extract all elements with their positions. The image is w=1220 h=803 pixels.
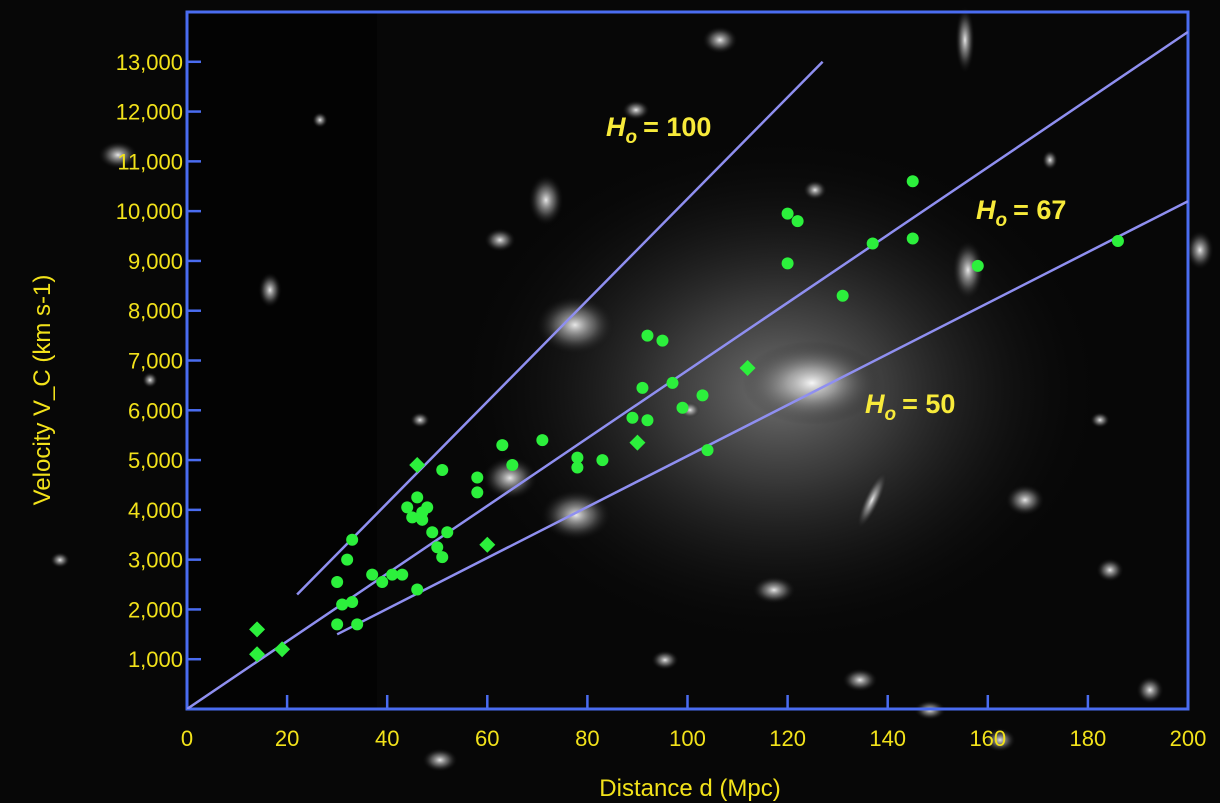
data-point <box>346 533 359 546</box>
data-point <box>906 175 919 188</box>
x-tick-label: 40 <box>375 726 399 751</box>
data-point <box>641 329 654 342</box>
data-point <box>791 215 804 228</box>
data-point <box>436 464 449 477</box>
data-point-diamond <box>739 359 756 376</box>
data-point <box>411 583 424 596</box>
x-axis-label: Distance d (Mpc) <box>599 775 780 802</box>
x-tick-label: 120 <box>769 726 806 751</box>
data-point <box>336 598 349 611</box>
y-tick-label: 1,000 <box>128 647 183 672</box>
data-point <box>436 551 449 564</box>
y-axis-label: Velocity V_C (km s-1) <box>29 275 56 506</box>
x-tick-label: 100 <box>669 726 706 751</box>
data-point <box>431 541 444 554</box>
data-point <box>571 461 584 474</box>
x-tick-label: 20 <box>275 726 299 751</box>
data-point <box>781 207 794 220</box>
x-tick-label: 180 <box>1070 726 1107 751</box>
fit-line <box>336 200 1188 636</box>
data-point <box>641 414 654 427</box>
y-tick-label: 9,000 <box>128 249 183 274</box>
x-tick-label: 200 <box>1170 726 1207 751</box>
y-tick-label: 12,000 <box>116 100 183 125</box>
x-tick-label: 160 <box>969 726 1006 751</box>
x-tick-label: 80 <box>575 726 599 751</box>
y-axis-ticks: 1,000 2,000 3,000 4,000 5,000 6,000 7,000 8,000… <box>116 50 201 672</box>
x-tick-label: 60 <box>475 726 499 751</box>
fit-line-label: Ho = 100 <box>606 112 711 148</box>
data-point <box>331 576 344 589</box>
data-point <box>421 501 434 514</box>
data-point <box>536 434 549 447</box>
data-point <box>666 376 679 389</box>
data-point-diamond <box>274 641 291 658</box>
x-tick-label: 140 <box>869 726 906 751</box>
data-point <box>401 501 414 514</box>
data-point-diamond <box>409 457 426 474</box>
data-point-diamond <box>249 621 266 638</box>
data-point <box>676 401 689 414</box>
data-point <box>366 568 379 581</box>
data-point <box>866 237 879 250</box>
data-point <box>496 439 509 452</box>
data-point <box>626 411 639 424</box>
data-point <box>571 451 584 464</box>
data-point <box>656 334 669 347</box>
data-points <box>249 175 1124 663</box>
data-point <box>376 576 389 589</box>
data-point-diamond <box>249 646 266 663</box>
data-point <box>781 257 794 270</box>
fit-line <box>296 60 824 596</box>
data-point <box>471 486 484 499</box>
y-tick-label: 10,000 <box>116 199 183 224</box>
data-point <box>836 289 849 302</box>
data-point <box>636 381 649 394</box>
y-tick-label: 6,000 <box>128 398 183 423</box>
data-point <box>971 259 984 272</box>
y-tick-label: 3,000 <box>128 548 183 573</box>
data-point <box>471 471 484 484</box>
hubble-fit-labels: Ho = 100 Ho = 67 Ho = 50 <box>606 112 1066 425</box>
x-axis-ticks: 0 20 40 60 80 100 120 140 160 180 200 <box>181 695 1206 751</box>
data-point <box>596 454 609 467</box>
fit-line <box>187 30 1188 709</box>
data-point <box>426 526 439 539</box>
data-point <box>331 618 344 631</box>
data-point <box>701 444 714 457</box>
y-tick-label: 8,000 <box>128 299 183 324</box>
data-point <box>506 459 519 472</box>
data-point <box>406 511 419 524</box>
data-point <box>346 595 359 608</box>
data-point <box>416 513 429 526</box>
data-point <box>906 232 919 245</box>
x-tick-label: 0 <box>181 726 193 751</box>
fit-line-label: Ho = 67 <box>976 195 1066 231</box>
data-point <box>1111 235 1124 248</box>
y-tick-label: 5,000 <box>128 448 183 473</box>
y-tick-label: 11,000 <box>117 149 183 174</box>
y-tick-label: 13,000 <box>116 50 183 75</box>
y-tick-label: 7,000 <box>128 349 183 374</box>
data-point <box>351 618 364 631</box>
data-point <box>411 491 424 504</box>
data-point <box>386 568 399 581</box>
fit-line-label: Ho = 50 <box>865 389 955 425</box>
data-point <box>341 553 354 566</box>
data-point-diamond <box>629 434 646 451</box>
data-point <box>396 568 409 581</box>
data-point-diamond <box>479 536 496 553</box>
data-point <box>441 526 454 539</box>
y-tick-label: 2,000 <box>128 597 183 622</box>
hubble-fit-lines <box>187 30 1188 709</box>
y-tick-label: 4,000 <box>128 498 183 523</box>
data-point <box>696 389 709 402</box>
